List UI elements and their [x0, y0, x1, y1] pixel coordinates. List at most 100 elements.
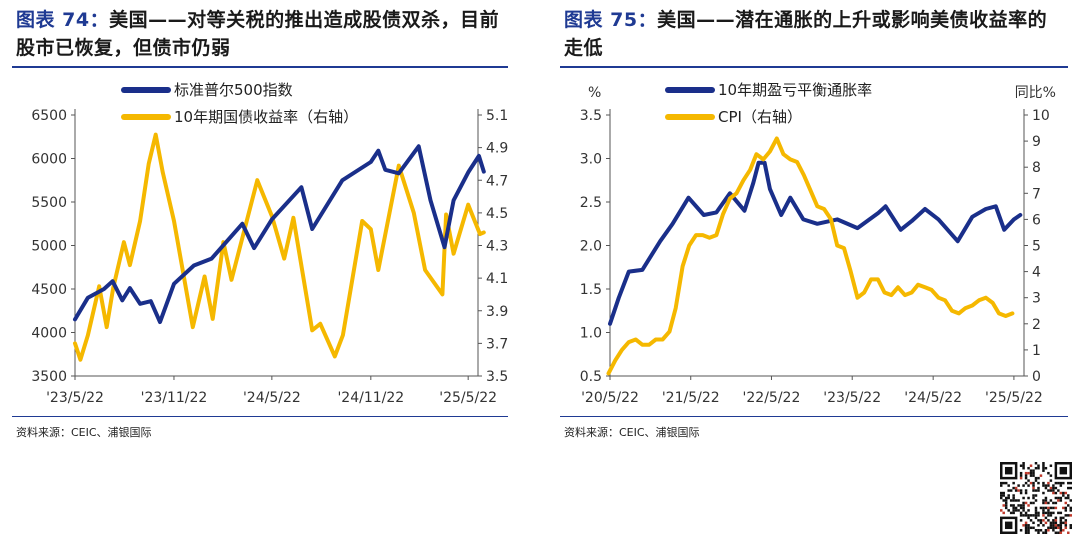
qr-module: [1064, 501, 1068, 505]
y-right-tick-label: 4.3: [486, 239, 508, 255]
y-right-tick-label: 7: [1032, 186, 1041, 202]
qr-module: [1019, 506, 1023, 510]
qr-module: [1034, 479, 1038, 482]
qr-module: [1052, 501, 1055, 505]
qr-module: [1012, 506, 1015, 510]
qr-module: [1024, 474, 1028, 477]
qr-module: [1034, 494, 1038, 497]
qr-module: [1069, 524, 1072, 527]
qr-module: [1044, 511, 1048, 515]
qr-module: [1027, 496, 1030, 500]
qr-module: [1069, 481, 1072, 485]
qr-module: [1004, 501, 1008, 505]
qr-module: [1032, 474, 1035, 477]
y-right-tick-label: 4.1: [486, 271, 508, 287]
qr-module: [1027, 509, 1030, 512]
qr-module: [1054, 524, 1058, 527]
figure-74-source: 资料来源：CEIC、浦银国际: [16, 426, 152, 439]
figure-74-title-text: 美国——对等关税的推出造成股债双杀，目前股市已恢复，但债市仍弱: [16, 9, 500, 59]
y-right-tick-label: 10: [1032, 108, 1050, 124]
qr-module: [1024, 531, 1028, 534]
qr-module: [1012, 481, 1015, 485]
qr-module: [1012, 511, 1015, 515]
qr-module: [1019, 519, 1023, 522]
y-right-tick-label: 3.5: [486, 369, 508, 385]
qr-module: [1042, 481, 1045, 485]
qr-module: [1057, 511, 1060, 515]
qr-module: [1032, 526, 1035, 530]
qr-module: [1032, 469, 1035, 472]
y-right-tick-label: 4: [1032, 265, 1041, 281]
qr-module: [1014, 489, 1018, 492]
x-tick-label: '24/5/22: [904, 390, 962, 406]
qr-module: [1067, 486, 1070, 490]
qr-module: [1042, 484, 1045, 487]
qr-module: [1037, 466, 1040, 470]
qr-module: [1057, 489, 1060, 492]
qr-module: [1039, 529, 1043, 532]
qr-module: [1022, 509, 1025, 512]
qr-module: [1042, 466, 1045, 470]
qr-module: [1037, 481, 1040, 485]
qr-module: [1059, 484, 1063, 487]
qr-module: [1032, 514, 1035, 517]
y-right-tick-label: 4.5: [486, 206, 508, 222]
qr-module: [1067, 504, 1070, 507]
qr-module: [1002, 499, 1005, 502]
figure-75-title-rule: [560, 66, 1068, 68]
qr-module: [1039, 506, 1043, 510]
qr-module: [1052, 486, 1055, 490]
qr-module: [1057, 526, 1060, 530]
qr-module: [1014, 506, 1018, 510]
x-tick-label: '22/5/22: [743, 390, 801, 406]
qr-module: [1007, 496, 1010, 500]
y-right-unit-label: 同比%: [1015, 85, 1056, 101]
x-tick-label: '23/5/22: [823, 390, 881, 406]
x-tick-label: '24/5/22: [243, 390, 301, 406]
qr-module: [1037, 486, 1040, 490]
series-line-secondary: [73, 132, 486, 362]
x-tick-label: '25/5/22: [439, 390, 497, 406]
y-left-tick-label: 1.5: [580, 282, 602, 298]
qr-module: [1059, 491, 1063, 495]
qr-code[interactable]: [1000, 462, 1072, 534]
qr-module: [1007, 489, 1010, 492]
qr-module: [1042, 501, 1045, 505]
figure-75-panel: 图表 75：美国——潜在通胀的上升或影响美债收益率的走低 0.5 1.0 1.5 2.…: [548, 0, 1080, 450]
qr-module: [1037, 519, 1040, 522]
qr-module: [1017, 484, 1020, 487]
qr-module: [1002, 491, 1005, 495]
qr-module: [1052, 506, 1055, 510]
figure-75-bottom-rule: [560, 416, 1068, 417]
qr-module: [1064, 514, 1068, 517]
qr-module: [1019, 514, 1023, 517]
qr-module: [1047, 471, 1050, 475]
qr-module: [1022, 466, 1025, 470]
figure-74-label: 图表: [16, 9, 56, 31]
qr-module: [1047, 509, 1050, 512]
qr-module: [1034, 514, 1038, 517]
figure-75-source: 资料来源：CEIC、浦银国际: [564, 426, 700, 439]
qr-module: [1047, 511, 1050, 515]
qr-module: [1057, 524, 1060, 527]
qr-module: [1039, 519, 1043, 522]
figure-75-label: 图表: [564, 9, 604, 31]
qr-module: [1067, 494, 1070, 497]
qr-module: [1044, 516, 1048, 520]
qr-module: [1064, 506, 1068, 510]
qr-module: [1027, 471, 1030, 475]
qr-module: [1022, 524, 1025, 527]
qr-module: [1019, 504, 1023, 507]
qr-module: [1042, 506, 1045, 510]
qr-module: [1047, 529, 1050, 532]
qr-module: [1057, 531, 1060, 534]
qr-module: [1019, 476, 1023, 480]
qr-module: [1047, 514, 1050, 517]
qr-module: [1002, 511, 1005, 515]
qr-module: [1004, 506, 1008, 510]
qr-module: [1042, 524, 1045, 527]
qr-module: [1024, 481, 1028, 485]
qr-module: [1034, 506, 1038, 510]
qr-module: [1007, 509, 1010, 512]
qr-module: [1044, 521, 1048, 525]
